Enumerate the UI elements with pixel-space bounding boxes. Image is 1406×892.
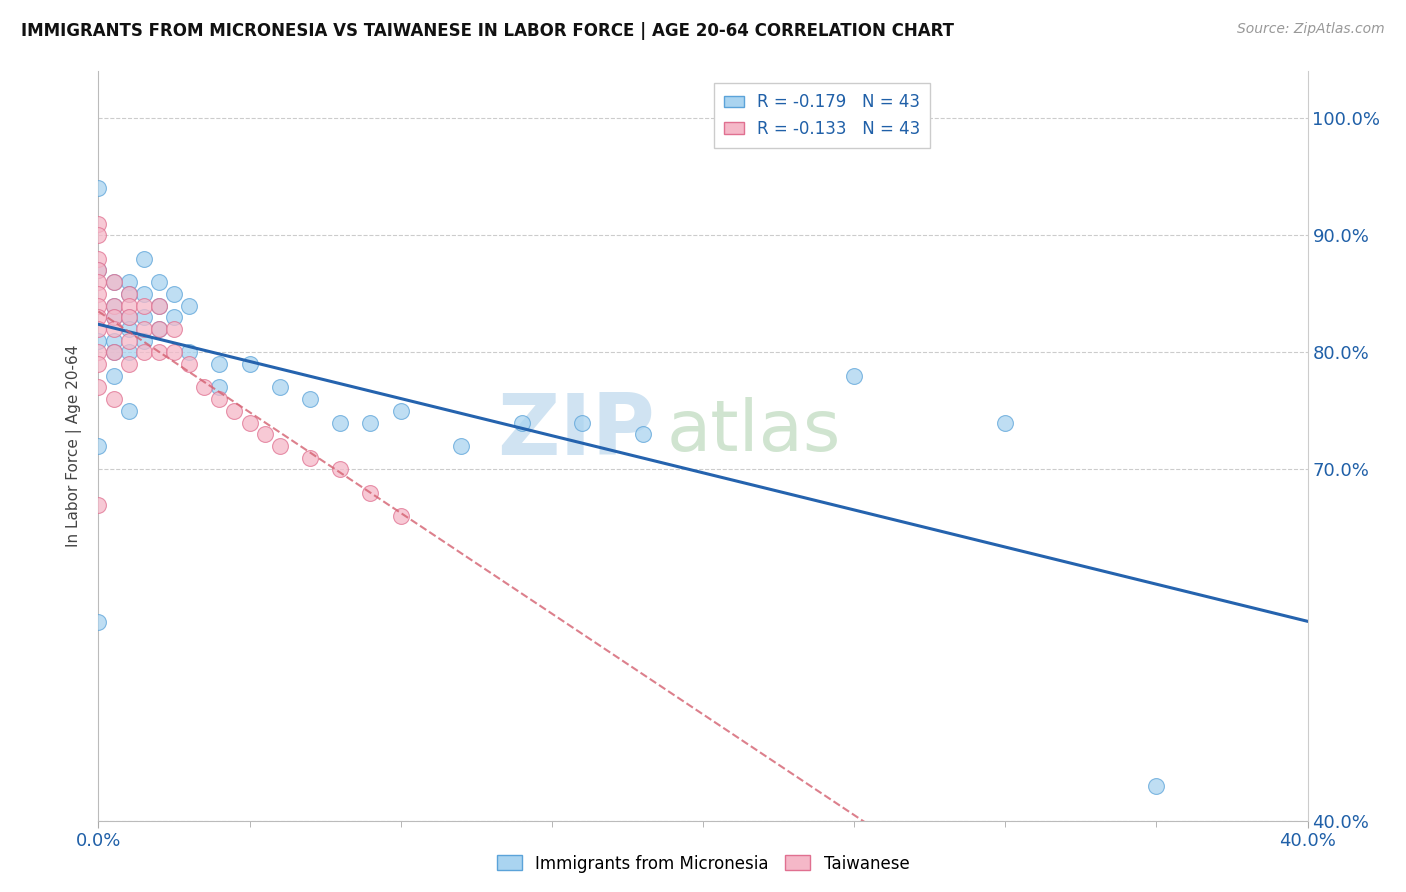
Point	[148, 298, 170, 313]
Text: ZIP: ZIP	[496, 390, 655, 473]
Point	[844, 368, 866, 383]
Point	[118, 345, 141, 359]
Point	[103, 275, 125, 289]
Legend: R = -0.179   N = 43, R = -0.133   N = 43: R = -0.179 N = 43, R = -0.133 N = 43	[714, 84, 931, 148]
Point	[103, 392, 125, 407]
Point	[87, 310, 110, 325]
Point	[510, 416, 533, 430]
Point	[87, 263, 110, 277]
Point	[87, 228, 110, 243]
Point	[132, 286, 155, 301]
Point	[118, 275, 141, 289]
Point	[360, 485, 382, 500]
Point	[132, 334, 155, 348]
Point	[571, 416, 593, 430]
Point	[208, 357, 231, 371]
Legend: Immigrants from Micronesia, Taiwanese: Immigrants from Micronesia, Taiwanese	[491, 848, 915, 880]
Point	[132, 252, 155, 266]
Point	[299, 450, 322, 465]
Point	[87, 286, 110, 301]
Point	[87, 498, 110, 512]
Point	[329, 462, 352, 476]
Point	[360, 416, 382, 430]
Point	[163, 322, 186, 336]
Point	[239, 416, 262, 430]
Point	[179, 357, 201, 371]
Point	[118, 298, 141, 313]
Point	[208, 392, 231, 407]
Point	[103, 345, 125, 359]
Point	[118, 286, 141, 301]
Point	[163, 286, 186, 301]
Point	[87, 345, 110, 359]
Point	[148, 322, 170, 336]
Text: Source: ZipAtlas.com: Source: ZipAtlas.com	[1237, 22, 1385, 37]
Point	[329, 416, 352, 430]
Point	[179, 298, 201, 313]
Point	[103, 345, 125, 359]
Point	[118, 357, 141, 371]
Point	[118, 310, 141, 325]
Point	[269, 439, 291, 453]
Point	[118, 322, 141, 336]
Point	[224, 404, 246, 418]
Point	[87, 252, 110, 266]
Point	[118, 334, 141, 348]
Point	[450, 439, 472, 453]
Point	[87, 334, 110, 348]
Point	[208, 380, 231, 394]
Point	[631, 427, 654, 442]
Y-axis label: In Labor Force | Age 20-64: In Labor Force | Age 20-64	[66, 345, 83, 547]
Point	[118, 404, 141, 418]
Point	[299, 392, 322, 407]
Point	[87, 263, 110, 277]
Point	[87, 181, 110, 195]
Point	[87, 380, 110, 394]
Point	[87, 217, 110, 231]
Point	[269, 380, 291, 394]
Point	[87, 275, 110, 289]
Point	[253, 427, 276, 442]
Point	[132, 322, 155, 336]
Point	[132, 310, 155, 325]
Point	[87, 298, 110, 313]
Point	[103, 334, 125, 348]
Point	[118, 310, 141, 325]
Point	[163, 345, 186, 359]
Point	[389, 509, 412, 524]
Point	[103, 298, 125, 313]
Point	[87, 615, 110, 629]
Point	[87, 439, 110, 453]
Point	[87, 357, 110, 371]
Point	[148, 322, 170, 336]
Point	[163, 310, 186, 325]
Point	[132, 298, 155, 313]
Point	[103, 298, 125, 313]
Point	[193, 380, 215, 394]
Text: atlas: atlas	[666, 397, 841, 466]
Point	[103, 275, 125, 289]
Point	[103, 310, 125, 325]
Point	[132, 345, 155, 359]
Point	[103, 322, 125, 336]
Point	[239, 357, 262, 371]
Point	[87, 322, 110, 336]
Point	[389, 404, 412, 418]
Point	[148, 275, 170, 289]
Point	[103, 368, 125, 383]
Point	[994, 416, 1017, 430]
Text: IMMIGRANTS FROM MICRONESIA VS TAIWANESE IN LABOR FORCE | AGE 20-64 CORRELATION C: IMMIGRANTS FROM MICRONESIA VS TAIWANESE …	[21, 22, 955, 40]
Point	[118, 286, 141, 301]
Point	[179, 345, 201, 359]
Point	[1144, 779, 1167, 793]
Point	[148, 345, 170, 359]
Point	[103, 310, 125, 325]
Point	[148, 298, 170, 313]
